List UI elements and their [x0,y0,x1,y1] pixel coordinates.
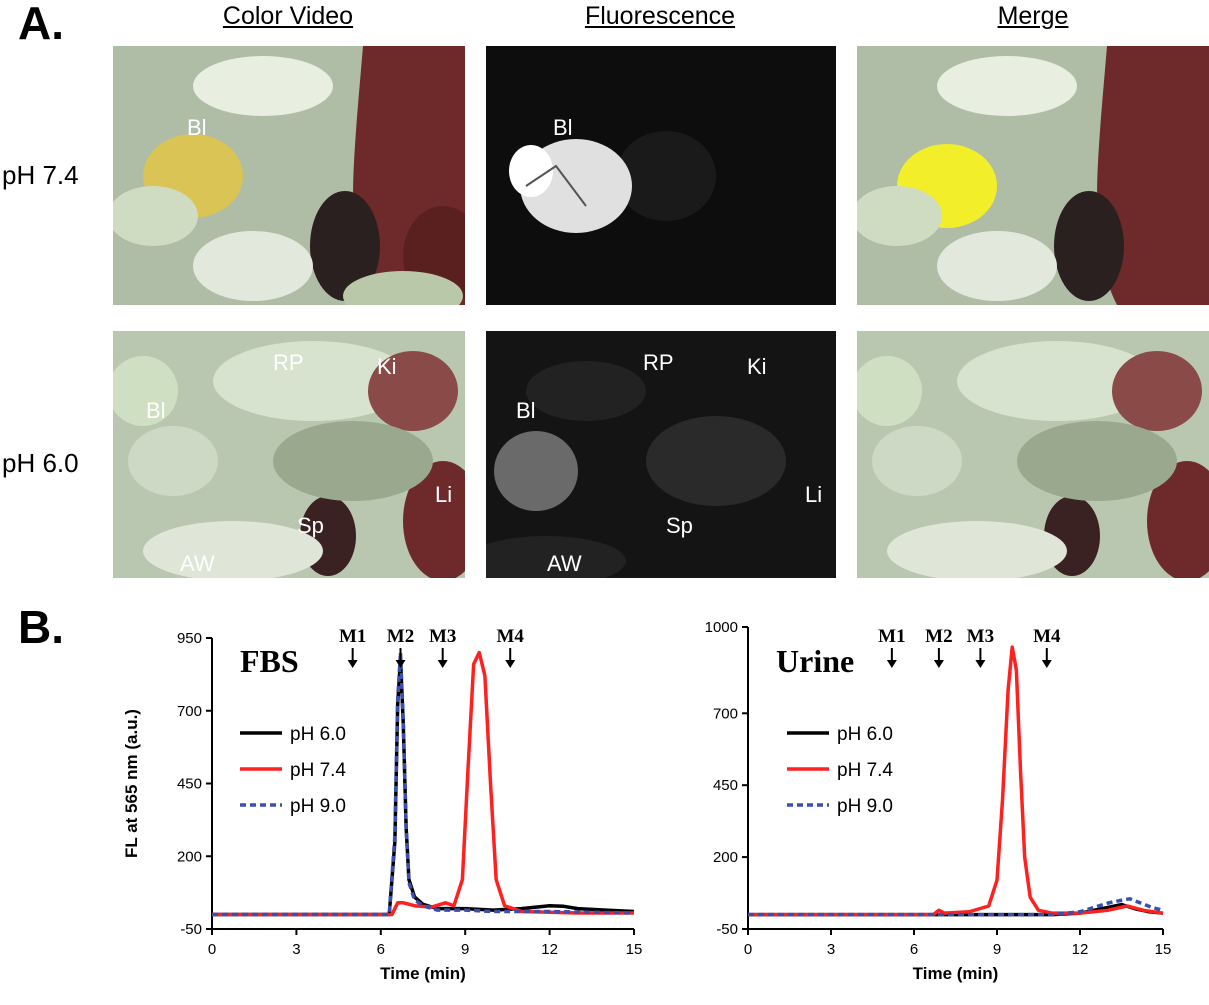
urine-legend-label: pH 9.0 [837,796,893,817]
organ-label-aw: AW [180,551,215,576]
fbs-marker-arrowhead [347,660,358,668]
fbs-y-tick-label: 450 [177,776,202,793]
organ-label-sp-fluorescence: Sp [666,513,693,538]
urine-marker-label: M2 [925,626,952,647]
organ-label-bl-fluorescence: Bl [516,398,536,423]
fbs-series-ph-7-4 [212,650,634,917]
organ-label-ki-fluorescence: Ki [747,354,767,379]
chart-urine: -50 200 450 700 1000 0 3 6 9 12 15 Time (min) M1 M2 M3… [650,600,1209,1000]
urine-marker-arrowhead [975,660,986,668]
fbs-y-axis-title: FL at 565 nm (a.u.) [122,709,141,858]
merge-image-ph-7-4 [857,46,1209,305]
fbs-y-tick-label: 200 [177,848,202,865]
row-header-ph-7-4: pH 7.4 [2,160,79,190]
organ-label-rp-fluorescence: RP [643,350,674,375]
fbs-marker-label: M1 [339,626,366,647]
fbs-marker-arrowhead [505,660,516,668]
fbs-x-tick-label: 3 [292,941,300,958]
fbs-x-tick-label: 12 [541,941,558,958]
urine-y-tick-label: 200 [713,849,738,866]
fbs-marker-arrowhead [437,660,448,668]
urine-series-ph-7-4 [748,645,1164,917]
row-header-ph-6-0: pH 6.0 [2,448,79,478]
organ-label-ki: Ki [377,354,397,379]
urine-y-tick-label: 700 [713,705,738,722]
urine-y-tick-label: -50 [716,921,738,938]
fluorescence-image-ph-6-0 [486,331,836,578]
fbs-x-tick-label: 6 [377,941,385,958]
fbs-y-tick-label: -50 [180,921,202,938]
panel-a-label: A. [18,0,64,49]
organ-label-sp: Sp [297,513,324,538]
urine-x-tick-label: 15 [1155,941,1172,958]
chart-fbs-svg: -50 200 450 700 950 0 3 6 9 12 15 Time (min) FL at 5… [122,626,643,983]
organ-label-bladder-fluorescence: Bl [553,115,573,140]
fbs-chart-title: FBS [240,643,299,679]
fbs-marker-arrowhead [395,660,406,668]
fbs-x-tick-label: 9 [461,941,469,958]
color-video-image-ph-7-4 [113,46,465,305]
fbs-series-ph-6-0 [212,656,635,917]
urine-marker-label: M4 [1033,626,1061,647]
urine-legend-label: pH 7.4 [837,760,893,781]
color-video-image-ph-6-0 [113,331,465,578]
fbs-marker-label: M3 [429,626,456,647]
urine-marker-arrowhead [933,660,944,668]
fbs-marker-label: M4 [496,626,524,647]
panel-b-label: B. [18,601,64,653]
chart-urine-svg: -50 200 450 700 1000 0 3 6 9 12 15 Time (min) M1 M2 M3… [705,619,1172,983]
merge-image-ph-6-0 [857,331,1209,578]
urine-x-tick-label: 6 [910,941,918,958]
organ-label-bladder: Bl [187,115,207,140]
fbs-legend-label: pH 6.0 [290,724,346,745]
urine-marker-label: M1 [878,626,905,647]
urine-x-tick-label: 12 [1072,941,1089,958]
chart-fbs: -50 200 450 700 950 0 3 6 9 12 15 Time (min) FL at 5… [0,600,660,1000]
organ-label-rp: RP [273,350,304,375]
fbs-x-tick-label: 15 [626,941,643,958]
organ-label-li: Li [435,482,453,507]
fluorescence-image-ph-7-4 [486,46,836,305]
column-header-fluorescence: Fluorescence [584,2,736,30]
urine-series-ph-9-0 [748,897,1164,917]
urine-marker-label: M3 [967,626,994,647]
urine-legend-label: pH 6.0 [837,724,893,745]
urine-x-tick-label: 0 [744,941,752,958]
fbs-y-tick-label: 950 [177,630,202,647]
urine-marker-arrowhead [886,660,897,668]
urine-marker-arrowhead [1041,660,1052,668]
urine-y-tick-label: 450 [713,777,738,794]
column-header-merge: Merge [997,2,1069,30]
urine-x-tick-label: 9 [993,941,1001,958]
organ-label-aw-fluorescence: AW [547,551,582,576]
fbs-marker-label: M2 [387,626,414,647]
fbs-y-tick-label: 700 [177,703,202,720]
column-header-color-video: Color Video [222,2,354,30]
organ-label-bl: Bl [146,398,166,423]
fbs-legend-label: pH 9.0 [290,796,346,817]
fbs-legend-label: pH 7.4 [290,760,346,781]
urine-y-tick-label: 1000 [705,619,738,636]
fbs-x-axis-title: Time (min) [380,964,466,983]
urine-x-axis-title: Time (min) [913,964,999,983]
urine-x-tick-label: 3 [827,941,835,958]
fbs-series-ph-9-0 [212,650,635,917]
fbs-x-tick-label: 0 [208,941,216,958]
organ-label-li-fluorescence: Li [805,482,823,507]
urine-chart-title: Urine [776,643,854,679]
